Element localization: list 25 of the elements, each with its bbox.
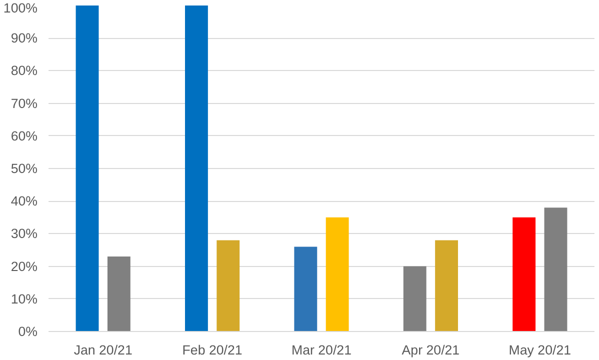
y-tick-label: 0% (18, 324, 38, 339)
bar (512, 217, 536, 332)
bar (326, 217, 349, 332)
bar (216, 240, 240, 332)
bar (76, 6, 99, 332)
bar (435, 240, 458, 332)
y-tick-label: 70% (10, 96, 38, 111)
y-tick-label: 60% (10, 128, 38, 144)
y-tick-label: 100% (3, 0, 38, 16)
y-tick-label: 80% (10, 63, 38, 78)
y-tick-label: 30% (10, 226, 38, 242)
y-tick-label: 20% (10, 258, 38, 274)
x-tick-label: Jan 20/21 (74, 342, 132, 358)
bar (294, 246, 318, 332)
x-tick-label: Mar 20/21 (291, 342, 352, 358)
x-tick-label: May 20/21 (508, 342, 572, 358)
y-tick-label: 10% (10, 291, 38, 306)
bar (544, 208, 568, 332)
bar (185, 6, 208, 332)
bar (107, 256, 130, 332)
y-tick-label: 50% (10, 161, 38, 176)
y-tick-label: 40% (10, 194, 38, 209)
x-tick-label: Apr 20/21 (402, 342, 460, 358)
x-tick-label: Feb 20/21 (182, 342, 242, 358)
y-tick-label: 90% (10, 30, 38, 46)
